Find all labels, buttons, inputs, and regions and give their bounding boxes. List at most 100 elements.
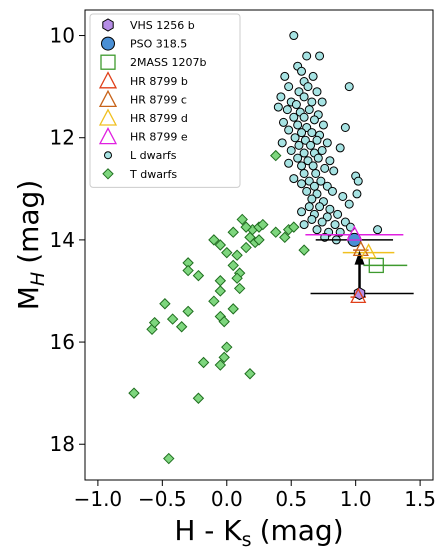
- l-dwarf-point: [325, 156, 335, 166]
- l-dwarf-point: [338, 191, 348, 201]
- y-tick-label: 16: [50, 330, 75, 354]
- l-dwarf-point: [344, 199, 354, 209]
- hr-8799-c-marker: [352, 240, 369, 257]
- l-dwarf-point: [304, 202, 314, 212]
- l-dwarf-point: [290, 133, 300, 143]
- l-dwarf-point: [277, 138, 287, 148]
- t-dwarf-point: [240, 241, 252, 254]
- x-tick-label: 0.0: [211, 487, 243, 511]
- legend-label: T dwarfs: [129, 168, 177, 181]
- t-dwarf-point: [159, 298, 171, 310]
- l-dwarf-point: [330, 220, 340, 230]
- l-dwarf-point: [313, 153, 323, 163]
- x-tick-label: 0.5: [275, 487, 307, 511]
- l-dwarf-point: [340, 123, 350, 132]
- x-tick-label: −1.0: [74, 487, 123, 511]
- legend-label: HR 8799 d: [130, 112, 188, 125]
- y-tick-label: 18: [50, 432, 75, 456]
- t-dwarf-point: [218, 351, 230, 364]
- hr-8799-e-marker: [346, 225, 363, 241]
- t-dwarf-point: [175, 321, 188, 333]
- l-dwarf-point: [315, 202, 325, 212]
- l-dwarf-point: [293, 153, 303, 163]
- t-dwarf-point: [227, 259, 239, 272]
- t-dwarf-point: [227, 226, 239, 238]
- l-dwarf-point: [312, 135, 322, 145]
- l-dwarf-point: [278, 117, 288, 127]
- x-axis-label-main: H - K: [174, 514, 242, 547]
- t-dwarf-point: [233, 282, 246, 295]
- l-dwarf-point: [297, 66, 307, 76]
- legend-marker: [104, 151, 112, 160]
- t-dwarf-point: [214, 239, 227, 251]
- x-axis-label: H - Ks (mag): [174, 514, 343, 551]
- arrow-head: [354, 250, 365, 265]
- l-dwarf-point: [307, 194, 317, 204]
- t-dwarf-point: [288, 221, 300, 233]
- l-dwarf-point: [286, 145, 296, 155]
- t-dwarf-point: [182, 264, 194, 277]
- plot-frame: [84, 9, 434, 481]
- t-dwarf-point: [236, 213, 248, 226]
- t-dwarf-point: [192, 392, 205, 404]
- l-dwarf-point: [289, 174, 299, 184]
- l-dwarf-point: [282, 105, 292, 115]
- l-dwarf-point: [322, 138, 332, 148]
- legend-label: 2MASS 1207b: [130, 56, 206, 69]
- y-axis-label-sub: H: [27, 272, 49, 286]
- l-dwarf-point: [311, 168, 321, 178]
- l-dwarf-point: [308, 71, 318, 81]
- l-dwarf-point: [317, 97, 327, 107]
- l-dwarf-point: [304, 105, 314, 115]
- t-dwarf-point: [231, 272, 243, 284]
- l-dwarf-point: [303, 82, 313, 92]
- l-dwarf-point: [327, 186, 337, 196]
- l-dwarf-point: [299, 92, 309, 102]
- legend-marker: [102, 18, 114, 32]
- legend-marker: [98, 108, 118, 126]
- l-dwarf-point: [316, 176, 326, 186]
- l-dwarf-point: [299, 148, 309, 158]
- t-dwarf-point: [231, 249, 243, 261]
- l-dwarf-point: [284, 158, 294, 168]
- l-dwarf-point: [297, 179, 307, 189]
- l-dwarf-point: [309, 115, 319, 125]
- legend-marker: [98, 127, 118, 145]
- t-dwarf-point: [240, 221, 252, 233]
- planetary-objects: [305, 225, 414, 304]
- legend-marker: [101, 36, 115, 51]
- l-dwarf-point: [333, 209, 343, 219]
- l-dwarf-point: [299, 168, 309, 178]
- t-dwarf-point: [214, 285, 227, 297]
- l-dwarf-point: [318, 120, 328, 130]
- legend-label: VHS 1256 b: [130, 19, 195, 32]
- t-dwarf-point: [128, 387, 140, 399]
- t-dwarf-point: [227, 303, 239, 315]
- y-tick-label: 14: [50, 228, 75, 252]
- x-axis-label-sub: s: [242, 529, 252, 551]
- t-dwarf-point: [197, 356, 210, 369]
- legend: VHS 1256 b PSO 318.5 2MASS 1207b HR 8799 b H…: [89, 13, 241, 188]
- l-dwarf-point: [315, 51, 325, 61]
- t-dwarf-point: [298, 244, 310, 256]
- l-dwarf-point: [294, 140, 304, 150]
- l-dwarf-point: [302, 51, 312, 61]
- l-dwarf-point: [289, 112, 299, 122]
- t-dwarf-point: [214, 275, 227, 287]
- t-dwarf-point: [214, 359, 227, 371]
- l-dwarf-point: [335, 143, 345, 153]
- l-dwarf-point: [307, 214, 317, 224]
- l-dwarf-point: [297, 207, 307, 217]
- l-dwarf-point: [297, 161, 307, 171]
- legend-label: HR 8799 c: [130, 93, 187, 106]
- y-axis-label: MH (mag): [12, 180, 49, 311]
- l-dwarf-point: [276, 92, 286, 102]
- x-tick-label: 1.0: [340, 487, 372, 511]
- t-dwarf-point: [253, 234, 265, 246]
- hr-8799-d-marker: [360, 243, 377, 259]
- l-dwarf-point: [309, 181, 319, 191]
- hr-8799-b-marker: [350, 287, 367, 304]
- t-dwarf-point: [208, 295, 220, 307]
- t-dwarf-point: [270, 226, 282, 238]
